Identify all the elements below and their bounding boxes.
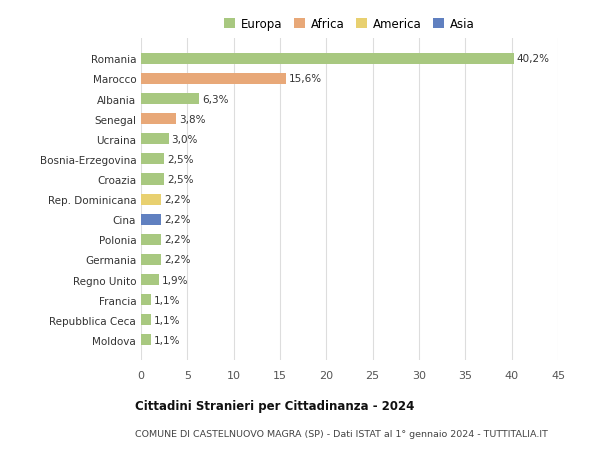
Text: 1,9%: 1,9%	[161, 275, 188, 285]
Bar	[141, 214, 161, 225]
Text: 2,2%: 2,2%	[164, 235, 191, 245]
Text: 15,6%: 15,6%	[289, 74, 322, 84]
Bar	[141, 114, 176, 125]
Bar	[141, 194, 161, 205]
Text: 3,8%: 3,8%	[179, 114, 205, 124]
Text: 2,5%: 2,5%	[167, 174, 193, 185]
Bar	[141, 254, 161, 265]
Text: 1,1%: 1,1%	[154, 295, 181, 305]
Text: 2,2%: 2,2%	[164, 255, 191, 265]
Text: COMUNE DI CASTELNUOVO MAGRA (SP) - Dati ISTAT al 1° gennaio 2024 - TUTTITALIA.IT: COMUNE DI CASTELNUOVO MAGRA (SP) - Dati …	[135, 429, 548, 438]
Text: 3,0%: 3,0%	[172, 134, 198, 145]
Bar	[141, 295, 151, 306]
Text: 6,3%: 6,3%	[202, 94, 229, 104]
Legend: Europa, Africa, America, Asia: Europa, Africa, America, Asia	[222, 16, 477, 34]
Bar	[141, 94, 199, 105]
Bar	[141, 314, 151, 325]
Bar	[141, 54, 514, 65]
Text: 1,1%: 1,1%	[154, 335, 181, 345]
Bar	[141, 134, 169, 145]
Bar	[141, 174, 164, 185]
Bar	[141, 335, 151, 346]
Text: 2,2%: 2,2%	[164, 195, 191, 205]
Bar	[141, 234, 161, 246]
Bar	[141, 74, 286, 85]
Text: 2,2%: 2,2%	[164, 215, 191, 225]
Text: 2,5%: 2,5%	[167, 155, 193, 164]
Text: 40,2%: 40,2%	[516, 54, 550, 64]
Text: 1,1%: 1,1%	[154, 315, 181, 325]
Text: Cittadini Stranieri per Cittadinanza - 2024: Cittadini Stranieri per Cittadinanza - 2…	[135, 399, 415, 412]
Bar	[141, 274, 158, 285]
Bar	[141, 154, 164, 165]
